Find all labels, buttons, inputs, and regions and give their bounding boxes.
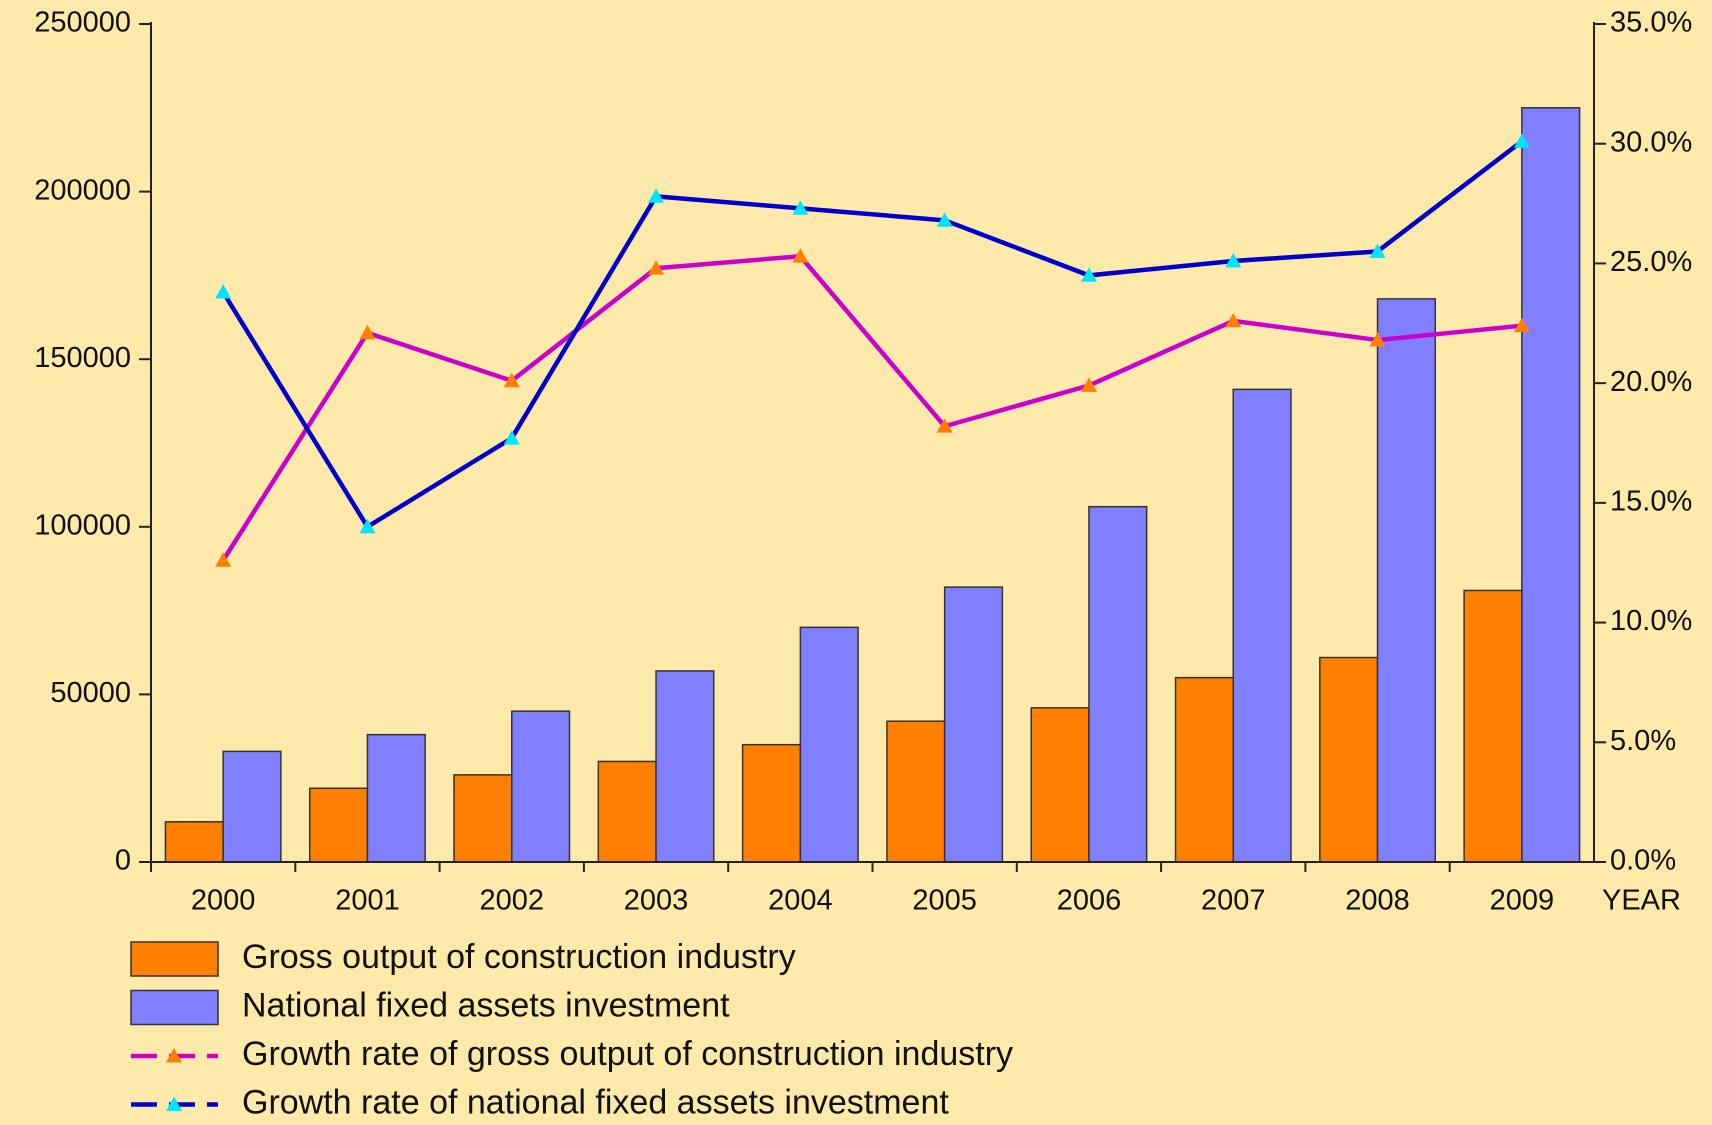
y2-tick-label: 35.0% [1610,7,1692,39]
y2-tick-label: 20.0% [1610,366,1692,398]
legend-swatch [130,989,219,1026]
marker [1080,377,1097,392]
marker [503,372,520,388]
marker [1513,317,1530,333]
bar [1376,298,1437,863]
marker [792,200,809,215]
bar [1463,589,1523,863]
marker [359,324,376,340]
bar [1521,107,1581,863]
marker [1080,267,1097,282]
legend-label: Gross output of construction industry [242,938,796,976]
marker [215,552,232,567]
legend-label: National fixed assets investment [242,986,730,1024]
marker [936,418,953,433]
bar [511,710,571,863]
y-tick-label: 100000 [34,509,131,541]
y2-tick-label: 25.0% [1610,246,1692,278]
y2-tick-label: 5.0% [1610,725,1676,757]
y2-tick-label: 15.0% [1610,486,1692,518]
bar [597,760,657,863]
marker [1369,243,1386,258]
y-tick-label: 50000 [50,677,131,709]
marker [1225,312,1242,328]
legend-label: Growth rate of national fixed assets inv… [242,1083,949,1121]
x-tick-label: 2005 [912,885,977,917]
bar [1030,707,1090,863]
x-tick-label: 2001 [335,885,400,917]
bar [943,586,1004,863]
bar [1319,656,1379,863]
bar [453,774,513,863]
bar [1174,676,1235,863]
bar [1232,388,1292,863]
legend-label: Growth rate of gross output of construct… [242,1035,1013,1073]
legend-swatch [130,941,219,977]
legend-marker [166,1096,182,1111]
y-tick-label: 200000 [34,174,131,206]
x-tick-label: 2002 [479,885,544,917]
y-tick-label: 150000 [34,342,131,374]
y-tick-label: 250000 [34,7,131,39]
marker [503,430,520,445]
bar [222,750,282,863]
line [221,139,1524,530]
marker [1225,253,1242,268]
bar [741,743,802,863]
x-axis-label: YEAR [1602,885,1681,917]
bar [799,626,859,863]
bar [164,821,224,863]
x-tick-label: 2008 [1345,885,1410,917]
x-tick-label: 2009 [1490,885,1555,917]
marker [359,518,376,534]
marker [792,248,809,263]
x-tick-label: 2006 [1057,885,1122,917]
bar [655,670,715,863]
bar [1088,505,1148,863]
marker [1369,332,1386,347]
legend-marker [166,1048,182,1063]
marker [1513,133,1530,148]
marker [648,188,665,203]
y2-tick-label: 30.0% [1610,126,1692,158]
marker [648,260,665,275]
bar [366,733,426,863]
x-tick-label: 2007 [1201,885,1266,917]
line [221,253,1523,562]
bar [308,787,369,863]
bar [886,720,946,863]
x-tick-label: 2003 [624,885,689,917]
marker [215,284,232,299]
marker [936,212,953,227]
y2-tick-label: 10.0% [1610,605,1692,637]
x-tick-label: 2004 [768,885,833,917]
y2-tick-label: 0.0% [1610,845,1676,877]
x-tick-label: 2000 [191,885,256,917]
y-tick-label: 0 [115,845,131,877]
